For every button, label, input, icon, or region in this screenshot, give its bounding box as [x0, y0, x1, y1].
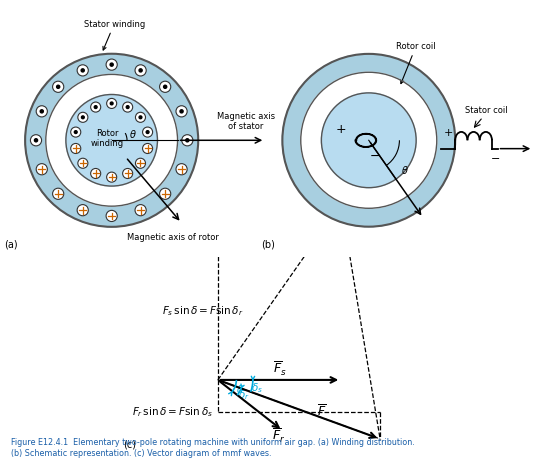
- Text: Figure E12.4.1  Elementary two-pole rotating machine with uniform air gap. (a) W: Figure E12.4.1 Elementary two-pole rotat…: [11, 437, 414, 457]
- Text: +: +: [444, 128, 453, 138]
- Circle shape: [36, 106, 47, 118]
- Circle shape: [322, 94, 416, 188]
- Circle shape: [143, 128, 153, 138]
- Circle shape: [143, 144, 153, 154]
- Circle shape: [301, 73, 437, 209]
- Text: $\overline{F}_s$: $\overline{F}_s$: [273, 358, 286, 377]
- Circle shape: [57, 86, 59, 89]
- Circle shape: [71, 128, 81, 138]
- Circle shape: [282, 55, 455, 227]
- Circle shape: [91, 169, 101, 179]
- Circle shape: [186, 140, 189, 143]
- Text: Magnetic axis
of stator: Magnetic axis of stator: [217, 112, 275, 131]
- Circle shape: [135, 205, 146, 216]
- Circle shape: [81, 117, 84, 119]
- Circle shape: [110, 103, 113, 106]
- Circle shape: [163, 86, 167, 89]
- Circle shape: [139, 117, 142, 119]
- Circle shape: [81, 70, 84, 73]
- Circle shape: [75, 131, 77, 134]
- Circle shape: [136, 113, 145, 123]
- Text: $F_r\,\sin\delta = F\sin\delta_s$: $F_r\,\sin\delta = F\sin\delta_s$: [131, 404, 213, 418]
- Text: (a): (a): [4, 239, 18, 249]
- Circle shape: [40, 111, 43, 114]
- Circle shape: [53, 189, 64, 200]
- Circle shape: [78, 159, 88, 169]
- Text: $-$: $-$: [490, 151, 501, 162]
- Text: Rotor
winding: Rotor winding: [91, 129, 124, 148]
- Circle shape: [78, 113, 88, 123]
- Text: Rotor coil: Rotor coil: [396, 42, 436, 84]
- Circle shape: [123, 169, 133, 179]
- Circle shape: [71, 144, 81, 154]
- Text: $-$: $-$: [369, 148, 380, 162]
- Circle shape: [66, 95, 158, 187]
- Circle shape: [176, 164, 187, 175]
- Text: Magnetic axis of rotor: Magnetic axis of rotor: [127, 232, 219, 241]
- Circle shape: [135, 66, 146, 77]
- Circle shape: [25, 55, 198, 227]
- Circle shape: [123, 103, 133, 113]
- Circle shape: [106, 211, 117, 222]
- Circle shape: [106, 60, 117, 71]
- Circle shape: [176, 106, 187, 118]
- Circle shape: [107, 99, 117, 109]
- Text: Stator coil: Stator coil: [465, 106, 507, 115]
- Circle shape: [110, 64, 113, 67]
- Text: $\delta_s$: $\delta_s$: [251, 380, 263, 394]
- Circle shape: [107, 173, 117, 183]
- Text: $F_s\,\sin\delta = F\sin\delta_r$: $F_s\,\sin\delta = F\sin\delta_r$: [162, 303, 244, 317]
- Text: $\delta_r$: $\delta_r$: [238, 387, 250, 401]
- Circle shape: [146, 131, 149, 134]
- Text: (b): (b): [262, 239, 276, 249]
- Text: $\delta$: $\delta$: [236, 382, 244, 394]
- Text: Stator winding: Stator winding: [84, 20, 145, 51]
- Circle shape: [46, 75, 177, 207]
- Circle shape: [182, 135, 193, 146]
- Text: $\theta$: $\theta$: [401, 164, 409, 176]
- Text: $\overline{F}_r$: $\overline{F}_r$: [272, 425, 285, 444]
- Text: $\overline{F}$: $\overline{F}$: [317, 403, 326, 419]
- Circle shape: [94, 106, 97, 109]
- Circle shape: [160, 82, 171, 93]
- Circle shape: [136, 159, 145, 169]
- Circle shape: [53, 82, 64, 93]
- Circle shape: [160, 189, 171, 200]
- Circle shape: [36, 164, 47, 175]
- Circle shape: [77, 205, 88, 216]
- Text: (c): (c): [123, 439, 136, 448]
- Circle shape: [180, 111, 183, 114]
- Circle shape: [139, 70, 142, 73]
- Circle shape: [77, 66, 88, 77]
- Text: +: +: [336, 122, 346, 135]
- Circle shape: [31, 135, 42, 146]
- Circle shape: [34, 140, 38, 143]
- Circle shape: [91, 103, 101, 113]
- Circle shape: [126, 106, 129, 109]
- Text: $\theta$: $\theta$: [129, 128, 137, 140]
